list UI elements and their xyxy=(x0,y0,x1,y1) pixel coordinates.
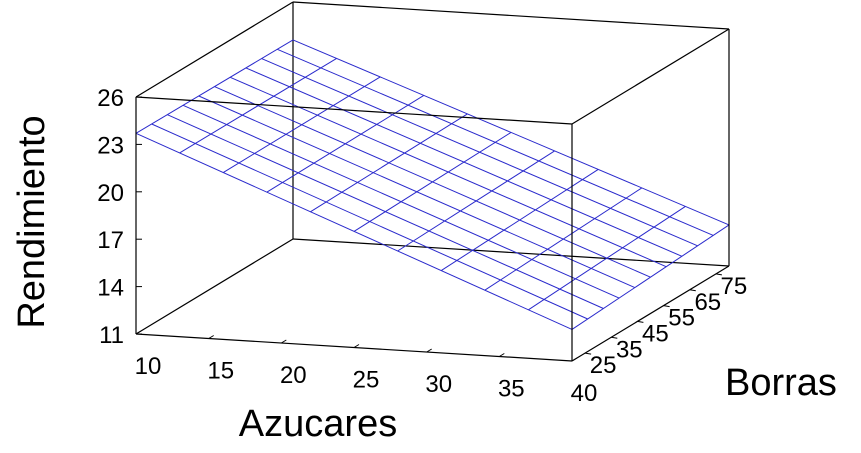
surface-line-y xyxy=(353,131,512,232)
x-tick-label: 15 xyxy=(207,358,234,385)
z-axis-title: Rendimiento xyxy=(11,115,53,328)
y-tick xyxy=(637,320,644,323)
tick-marks xyxy=(135,96,722,362)
y-tick-label: 35 xyxy=(616,336,643,363)
box-edge xyxy=(571,28,730,125)
box-edge xyxy=(135,1,294,98)
surface-line-y xyxy=(484,187,643,291)
x-tick xyxy=(281,339,287,344)
y-tick-label: 65 xyxy=(694,289,721,316)
z-tick-label: 26 xyxy=(97,85,124,112)
z-tick-label: 20 xyxy=(97,180,124,207)
x-tick-label: 20 xyxy=(280,362,307,389)
box-edge xyxy=(135,238,294,335)
box-edge xyxy=(292,238,730,267)
y-tick xyxy=(715,273,722,276)
z-tick-label: 23 xyxy=(97,132,124,159)
surface-line-y xyxy=(222,76,381,174)
surface-line-y xyxy=(310,113,468,213)
y-tick-label: 25 xyxy=(590,352,617,379)
surface-line-y xyxy=(528,205,686,311)
x-tick xyxy=(571,357,578,362)
x-tick-label: 35 xyxy=(498,376,525,403)
x-tick-label: 30 xyxy=(425,371,452,398)
y-tick-label: 75 xyxy=(721,273,748,300)
box-edge xyxy=(292,1,730,30)
surface-line-y xyxy=(397,150,555,252)
x-tick xyxy=(499,353,505,357)
surface-line-y xyxy=(571,224,730,330)
y-tick-label: 55 xyxy=(668,305,695,332)
x-tick-label: 10 xyxy=(135,353,162,380)
x-tick xyxy=(353,344,360,348)
surface-line-y xyxy=(266,94,425,193)
box-edge xyxy=(571,265,730,362)
y-tick xyxy=(585,352,592,355)
y-tick xyxy=(689,289,696,292)
surface-line-y xyxy=(179,57,337,154)
x-axis-title: Azucares xyxy=(239,403,397,445)
y-tick-label: 45 xyxy=(642,320,669,347)
y-tick xyxy=(663,305,670,308)
y-axis-title: Borras xyxy=(725,362,837,404)
z-tick-label: 14 xyxy=(97,275,124,302)
box-edge xyxy=(135,96,573,125)
z-tick-label: 11 xyxy=(99,322,124,349)
box-front-edges xyxy=(135,1,730,362)
y-tick xyxy=(611,336,618,339)
x-tick-label: 25 xyxy=(353,367,380,394)
z-tick-label: 17 xyxy=(97,227,124,254)
surface-line-y xyxy=(135,39,294,134)
x-tick xyxy=(426,348,432,353)
x-tick-label: 40 xyxy=(571,380,598,407)
response-surface xyxy=(135,39,730,330)
surface-line-y xyxy=(440,168,599,272)
x-tick xyxy=(208,335,214,339)
